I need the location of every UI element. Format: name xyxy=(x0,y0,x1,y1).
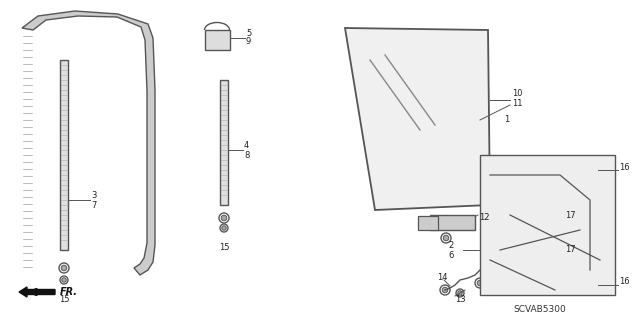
Circle shape xyxy=(557,282,563,288)
Circle shape xyxy=(444,235,449,241)
Text: 17: 17 xyxy=(565,211,575,219)
Text: 5: 5 xyxy=(246,28,252,38)
Circle shape xyxy=(222,226,226,230)
Bar xyxy=(220,80,228,205)
Circle shape xyxy=(62,278,66,282)
Text: 16: 16 xyxy=(619,278,630,286)
Text: 6: 6 xyxy=(448,251,453,261)
Circle shape xyxy=(458,291,462,295)
Text: 4: 4 xyxy=(244,142,249,151)
Circle shape xyxy=(221,215,227,221)
Text: 7: 7 xyxy=(91,201,97,210)
Text: 12: 12 xyxy=(479,213,490,222)
Bar xyxy=(205,30,230,50)
Bar xyxy=(480,155,615,295)
Polygon shape xyxy=(345,28,490,210)
Text: SCVAB5300: SCVAB5300 xyxy=(514,306,566,315)
Text: 15: 15 xyxy=(219,243,229,253)
FancyArrow shape xyxy=(19,287,55,297)
Circle shape xyxy=(595,167,602,173)
Text: 17: 17 xyxy=(565,246,575,255)
Text: 16: 16 xyxy=(619,162,630,172)
Text: 9: 9 xyxy=(246,38,252,47)
Bar xyxy=(430,215,475,230)
Text: 14: 14 xyxy=(437,273,447,283)
Circle shape xyxy=(595,282,602,288)
Circle shape xyxy=(477,280,483,286)
Polygon shape xyxy=(22,11,155,275)
Text: 15: 15 xyxy=(59,295,69,305)
Circle shape xyxy=(442,287,448,293)
Bar xyxy=(418,216,438,230)
Text: FR.: FR. xyxy=(60,287,78,297)
Text: 8: 8 xyxy=(244,151,250,160)
Text: 1: 1 xyxy=(504,115,509,124)
Text: 13: 13 xyxy=(455,295,466,305)
Text: 2: 2 xyxy=(448,241,453,250)
Circle shape xyxy=(61,265,67,271)
Bar xyxy=(60,60,68,250)
Text: 11: 11 xyxy=(512,99,522,108)
Text: 10: 10 xyxy=(512,88,522,98)
Text: 3: 3 xyxy=(91,191,97,201)
